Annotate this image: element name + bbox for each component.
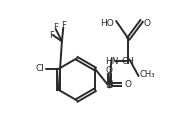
Text: CH: CH [122, 57, 135, 65]
Text: CH₃: CH₃ [140, 70, 155, 79]
Text: HO: HO [100, 19, 114, 28]
Text: F: F [62, 21, 66, 30]
Text: F: F [49, 31, 54, 40]
Text: F: F [53, 23, 58, 32]
Text: O: O [143, 19, 150, 28]
Text: S: S [105, 80, 113, 90]
Text: HN: HN [105, 57, 119, 65]
Text: O: O [124, 80, 131, 89]
Text: O: O [106, 66, 113, 75]
Text: Cl: Cl [36, 64, 44, 73]
